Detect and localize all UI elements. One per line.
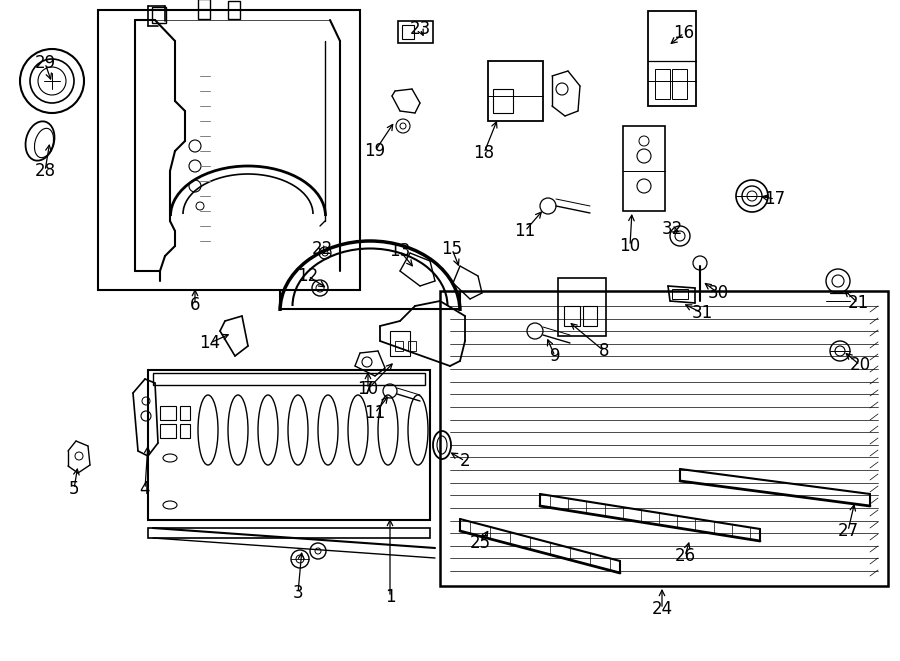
Bar <box>198 0 210 19</box>
Bar <box>160 406 176 420</box>
Bar <box>152 7 166 23</box>
Text: 3: 3 <box>292 584 303 602</box>
Bar <box>153 373 425 385</box>
Text: 6: 6 <box>190 296 200 314</box>
Bar <box>655 69 670 99</box>
Text: 12: 12 <box>297 267 319 285</box>
Bar <box>558 278 606 336</box>
Text: 18: 18 <box>473 144 495 162</box>
Text: 11: 11 <box>515 222 536 240</box>
Text: 1: 1 <box>384 588 395 606</box>
Text: 11: 11 <box>364 404 385 422</box>
Bar <box>390 331 410 356</box>
Bar <box>148 528 430 538</box>
Text: 21: 21 <box>848 294 868 312</box>
Bar <box>440 291 888 586</box>
Text: 10: 10 <box>619 237 641 255</box>
Bar <box>160 424 176 438</box>
Bar <box>402 25 414 39</box>
Text: 8: 8 <box>598 342 609 360</box>
Bar <box>148 370 430 520</box>
Text: 2: 2 <box>460 452 471 470</box>
Bar <box>488 61 543 121</box>
Bar <box>672 289 688 299</box>
Bar <box>408 341 416 351</box>
Text: 20: 20 <box>850 356 870 374</box>
Bar <box>398 21 433 43</box>
Text: 26: 26 <box>674 547 696 565</box>
Bar <box>493 89 513 113</box>
Text: 7: 7 <box>363 380 374 398</box>
Bar <box>180 406 190 420</box>
Bar <box>228 1 240 19</box>
Bar <box>583 306 597 326</box>
Text: 19: 19 <box>364 142 385 160</box>
Text: 13: 13 <box>390 242 410 260</box>
Text: 5: 5 <box>68 480 79 498</box>
Bar <box>623 126 665 211</box>
Bar <box>395 341 403 351</box>
Text: 24: 24 <box>652 600 672 618</box>
Text: 28: 28 <box>34 162 56 180</box>
Text: 29: 29 <box>34 54 56 72</box>
Text: 27: 27 <box>837 522 859 540</box>
Text: 30: 30 <box>707 284 729 302</box>
Text: 15: 15 <box>441 240 463 258</box>
Text: 10: 10 <box>357 380 379 398</box>
Text: 25: 25 <box>470 534 490 552</box>
Text: 16: 16 <box>673 24 695 42</box>
Text: 9: 9 <box>550 347 560 365</box>
Text: 17: 17 <box>764 190 786 208</box>
Text: 22: 22 <box>311 240 333 258</box>
Text: 32: 32 <box>662 220 682 238</box>
Bar <box>672 69 687 99</box>
Text: 23: 23 <box>410 20 430 38</box>
Text: 14: 14 <box>200 334 220 352</box>
Bar <box>564 306 580 326</box>
Text: 31: 31 <box>691 304 713 322</box>
Bar <box>180 424 190 438</box>
Bar <box>648 11 696 106</box>
Text: 4: 4 <box>140 480 150 498</box>
Bar <box>98 10 360 290</box>
